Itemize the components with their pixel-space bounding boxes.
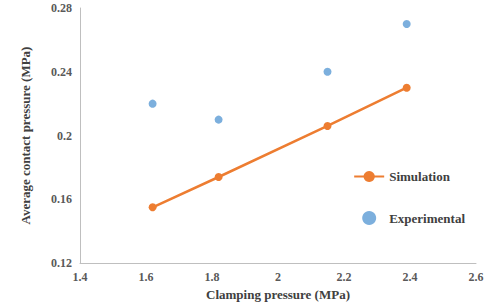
svg-text:1.8: 1.8 [205,270,220,284]
svg-text:Clamping pressure (MPa): Clamping pressure (MPa) [206,287,350,302]
svg-text:1.6: 1.6 [139,270,154,284]
svg-text:Simulation: Simulation [389,169,450,184]
svg-text:2.6: 2.6 [469,270,484,284]
svg-text:2.2: 2.2 [337,270,352,284]
svg-text:0.24: 0.24 [51,65,72,79]
svg-text:2.4: 2.4 [403,270,418,284]
svg-text:0.12: 0.12 [51,256,72,270]
svg-text:Experimental: Experimental [389,211,465,226]
svg-text:1.4: 1.4 [73,270,88,284]
svg-text:0.16: 0.16 [51,192,72,206]
svg-text:2: 2 [275,270,281,284]
svg-text:Average contact pressure (MPa): Average contact pressure (MPa) [18,47,33,225]
svg-text:0.28: 0.28 [51,1,72,15]
svg-text:0.2: 0.2 [57,129,72,143]
